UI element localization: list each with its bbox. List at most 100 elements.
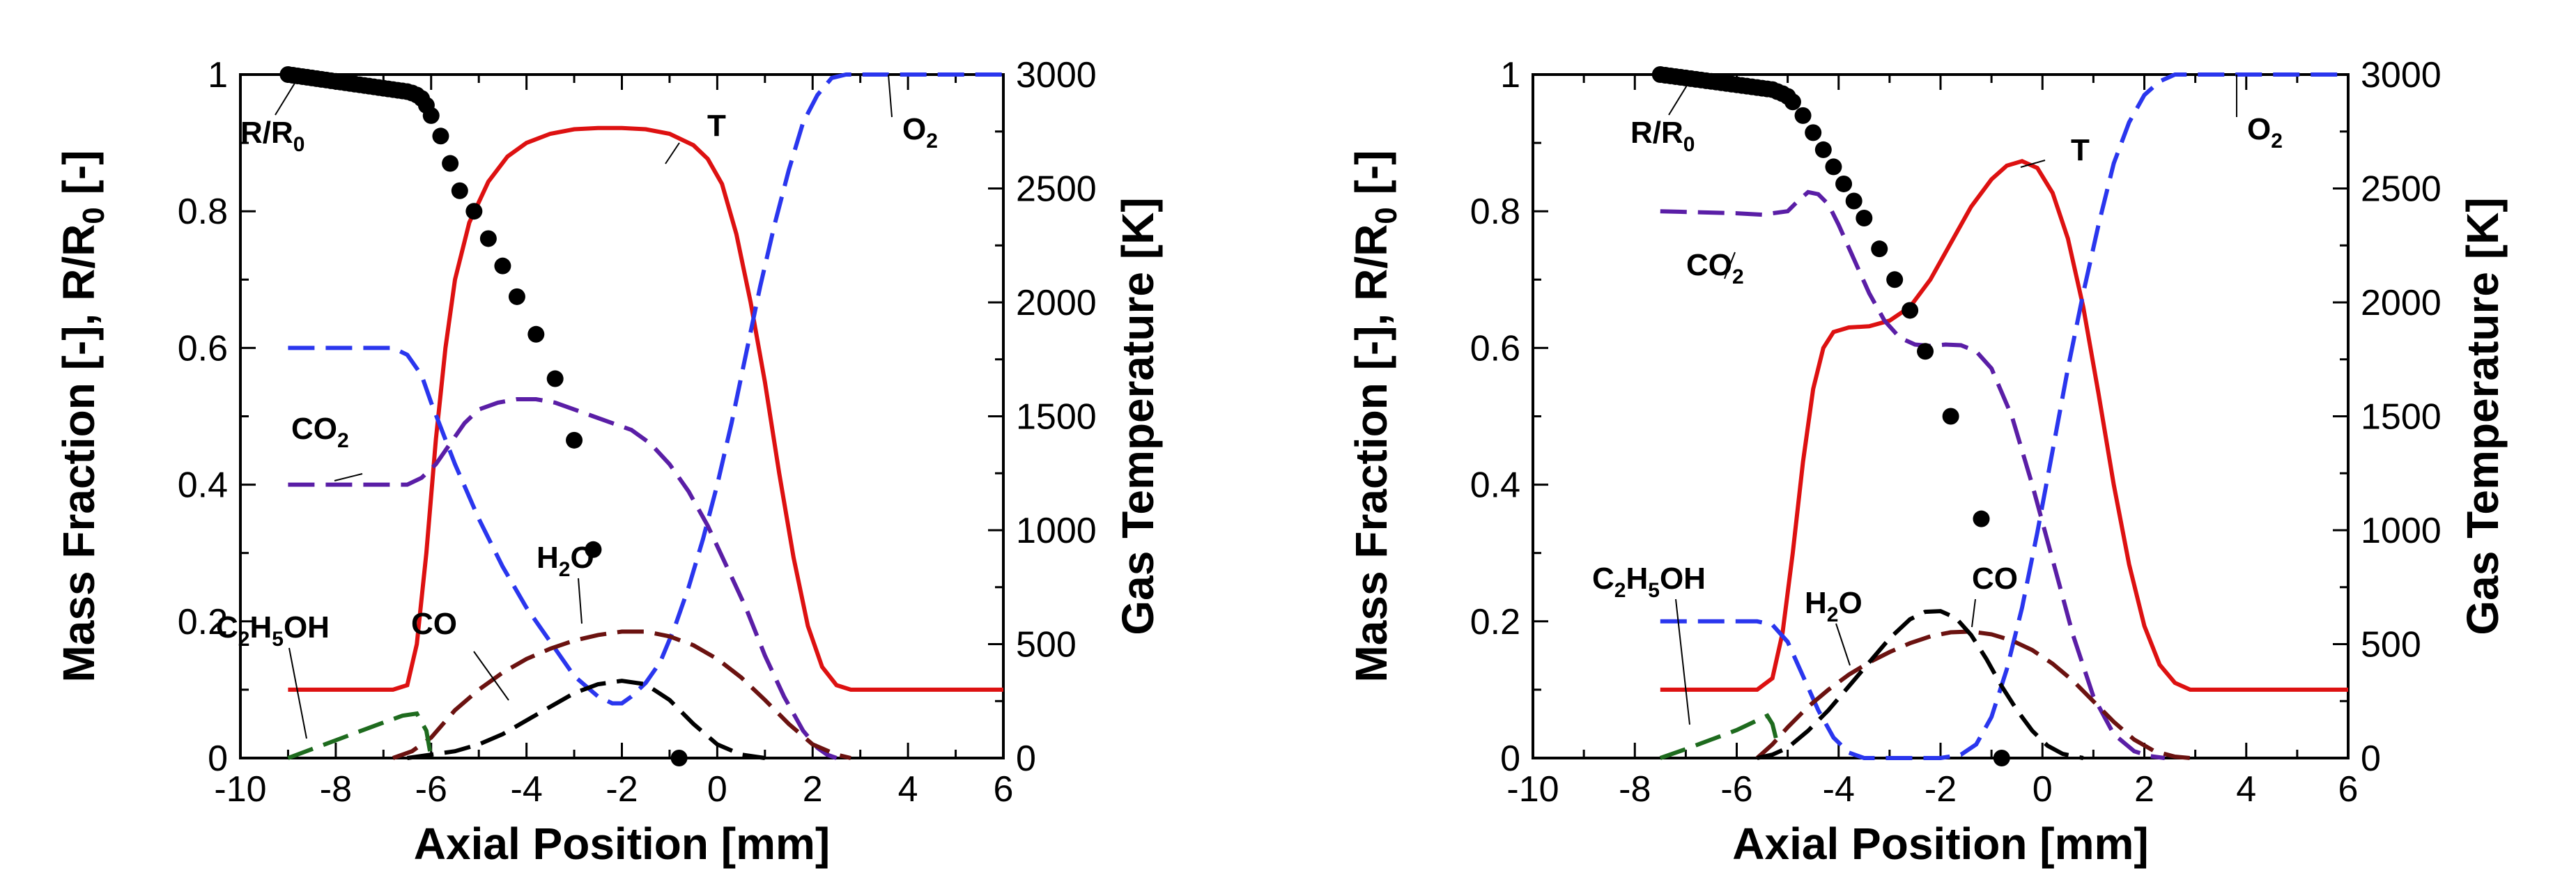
leader-line: [888, 74, 893, 118]
annotation-text: H2O: [1805, 586, 1862, 626]
annotation-co2: CO2: [291, 412, 363, 481]
r-r0-marker: [1794, 107, 1812, 124]
annotation-text: R/R0: [240, 116, 304, 156]
leader-line: [1971, 598, 1976, 628]
series-r-r0-markers: [279, 66, 688, 766]
y-right-tick-label: 2000: [1016, 283, 1097, 323]
r-r0-marker: [1886, 271, 1904, 288]
x-tick-label: -2: [606, 769, 638, 810]
r-r0-marker: [1871, 240, 1888, 258]
annotation-co: CO: [411, 607, 509, 701]
r-r0-marker: [1835, 175, 1853, 192]
r-r0-marker: [546, 370, 564, 387]
series-line-t: [1660, 159, 2348, 692]
y-right-tick-label: 1000: [2361, 511, 2442, 551]
x-axis-label: Axial Position [mm]: [414, 819, 830, 869]
leader-line: [334, 473, 363, 481]
y-left-tick-label: 0.2: [178, 602, 228, 642]
series-line-o2: [1660, 72, 2348, 760]
y-left-axis-label: Mass Fraction [-], R/R0 [-]: [1346, 150, 1403, 682]
r-r0-marker: [1942, 408, 1959, 425]
y-right-tick-label: 0: [1016, 739, 1036, 779]
r-r0-marker: [1973, 510, 1990, 527]
leader-line: [1724, 252, 1736, 279]
x-tick-label: -2: [1925, 769, 1957, 810]
r-r0-marker: [1993, 750, 2010, 766]
r-r0-marker: [422, 107, 440, 124]
leader-line: [1668, 75, 1694, 116]
y-left-tick-label: 0.4: [178, 465, 228, 506]
leader-line: [275, 75, 300, 116]
leader-line: [1675, 598, 1690, 725]
y-right-tick-label: 1000: [1016, 511, 1097, 551]
chart-panel-left: -10 -8 -6 -4 -2 0 2 4 600.20.40.60.8105001000150…: [54, 55, 1163, 869]
annotation-text: CO2: [291, 412, 349, 452]
y-left-tick-label: 0: [1500, 739, 1520, 779]
r-r0-marker: [465, 203, 483, 220]
y-left-tick-label: 1: [208, 55, 228, 95]
plot-frame: [239, 73, 1005, 759]
x-tick-label: 6: [2338, 769, 2359, 810]
leader-line: [1835, 623, 1851, 666]
x-tick-label: 0: [707, 769, 727, 810]
x-tick-label: -8: [1619, 769, 1651, 810]
x-tick-label: -10: [214, 769, 266, 810]
annotation-text: O2: [2247, 112, 2283, 153]
annotation-text: C2H5OH: [216, 610, 330, 651]
plot-frame: [1532, 73, 2350, 759]
x-tick-label: 2: [803, 769, 823, 810]
r-r0-marker: [1856, 210, 1873, 227]
annotation-text: CO: [411, 607, 457, 641]
y-right-tick-label: 1500: [2361, 397, 2442, 438]
r-r0-marker: [527, 325, 545, 343]
x-tick-label: 4: [2236, 769, 2256, 810]
y-left-tick-label: 0.2: [1470, 602, 1520, 642]
series-r-r0-markers: [1651, 66, 2010, 766]
annotation-text: H2O: [537, 541, 594, 581]
y-right-tick-label: 2000: [2361, 283, 2442, 323]
annotation-t: T: [665, 109, 726, 164]
x-tick-label: -4: [511, 769, 543, 810]
r-r0-marker: [451, 182, 468, 199]
y-left-tick-label: 0.8: [1470, 192, 1520, 232]
r-r0-marker: [432, 128, 449, 145]
r-r0-marker: [1902, 302, 1919, 319]
annotation-text: C2H5OH: [1592, 562, 1706, 602]
x-tick-label: -6: [1720, 769, 1752, 810]
annotation-text: O2: [902, 112, 938, 153]
x-axis-label: Axial Position [mm]: [1732, 819, 2148, 869]
annotation-text: T: [707, 109, 726, 143]
r-r0-marker: [585, 541, 602, 558]
annotation-o2: O2: [2236, 75, 2283, 153]
chart-panel-right: -10 -8 -6 -4 -2 0 2 4 600.20.40.60.8105001000150…: [1346, 55, 2508, 869]
annotation-text: CO: [1972, 562, 2018, 596]
annotation-r-r0: R/R0: [240, 75, 304, 156]
annotation-text: T: [2071, 133, 2090, 167]
annotation-r-r0: R/R0: [1630, 75, 1695, 156]
leader-line: [473, 651, 509, 701]
r-r0-marker: [1784, 93, 1801, 111]
y-left-tick-label: 0.6: [1470, 328, 1520, 369]
annotation-c2h5oh: C2H5OH: [1592, 562, 1706, 725]
y-right-tick-label: 500: [2361, 625, 2421, 665]
r-r0-marker: [1845, 192, 1862, 210]
series-line-co: [407, 679, 766, 760]
x-tick-label: -8: [320, 769, 352, 810]
y-left-tick-label: 0: [208, 739, 228, 779]
y-right-tick-label: 2500: [1016, 169, 1097, 210]
r-r0-marker: [670, 750, 688, 766]
y-right-axis-label: Gas Temperature [K]: [2458, 197, 2508, 635]
leader-line: [578, 578, 583, 624]
series-line-co: [1757, 609, 2084, 760]
y-left-tick-label: 1: [1500, 55, 1520, 95]
annotation-co: CO: [1971, 562, 2018, 628]
series-line-h2o: [392, 629, 851, 760]
y-left-tick-label: 0.8: [178, 192, 228, 232]
x-tick-label: -4: [1823, 769, 1855, 810]
r-r0-marker: [1805, 124, 1822, 141]
r-r0-marker: [494, 257, 511, 275]
y-left-axis-label: Mass Fraction [-], R/R0 [-]: [54, 150, 111, 682]
series-line-t: [288, 125, 1003, 692]
y-left-tick-label: 0.4: [1470, 465, 1520, 506]
series-line-h2o: [1755, 629, 2191, 760]
